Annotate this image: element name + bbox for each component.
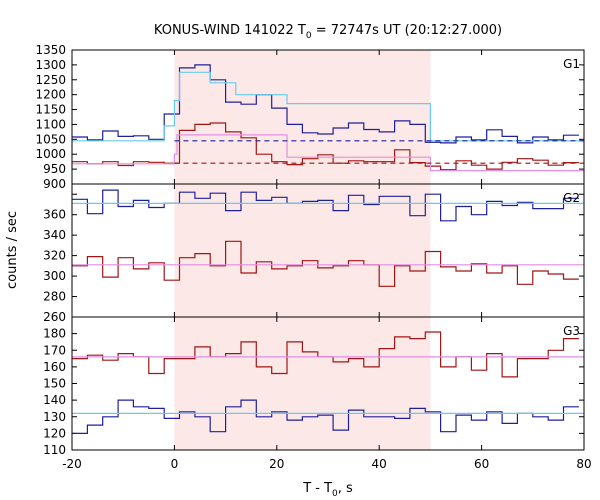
g3-series-blue-1 — [72, 399, 579, 434]
g1-panel-label: G1 — [563, 57, 580, 71]
g3-y-tick-label: 120 — [43, 426, 66, 440]
g1-series-lightblue-2 — [72, 71, 584, 142]
g1-series-pink-3 — [72, 134, 584, 172]
x-tick-label: 40 — [372, 457, 387, 471]
x-tick-label: -20 — [62, 457, 82, 471]
g3-y-tick-label: 140 — [43, 393, 66, 407]
g2-y-tick-label: 260 — [43, 310, 66, 324]
x-tick-label: 0 — [171, 457, 179, 471]
g1-series-red-1 — [72, 122, 579, 171]
g1-y-tick-label: 1200 — [35, 88, 66, 102]
g2-y-tick-label: 300 — [43, 269, 66, 283]
g2-panel-label: G2 — [563, 191, 580, 205]
g3-y-tick-label: 110 — [43, 443, 66, 457]
g2-y-tick-label: 320 — [43, 249, 66, 263]
g1-y-tick-label: 1300 — [35, 58, 66, 72]
x-tick-label: 60 — [474, 457, 489, 471]
g2-series-blue-0 — [72, 189, 579, 222]
plot-area: 90095010001050110011501200125013001350G1… — [35, 43, 591, 471]
g3-y-tick-label: 160 — [43, 360, 66, 374]
g1-y-tick-label: 1050 — [35, 132, 66, 146]
g1-y-tick-label: 900 — [43, 177, 66, 191]
g3-y-tick-label: 130 — [43, 410, 66, 424]
g2-y-tick-label: 360 — [43, 208, 66, 222]
g3-panel-label: G3 — [563, 324, 580, 338]
g1-series-blue-0 — [72, 64, 579, 144]
chart-title: KONUS-WIND 141022 T0 = 72747s UT (20:12:… — [154, 23, 502, 41]
g1-y-tick-label: 1250 — [35, 73, 66, 87]
y-axis-label: counts / sec — [5, 211, 20, 289]
g1-y-tick-label: 1000 — [35, 147, 66, 161]
x-axis-label: T - T0, s — [302, 481, 353, 499]
g2-y-tick-label: 340 — [43, 228, 66, 242]
g1-y-tick-label: 1100 — [35, 117, 66, 131]
g1-y-tick-label: 950 — [43, 162, 66, 176]
g3-panel-frame — [71, 316, 585, 451]
x-tick-label: 80 — [576, 457, 591, 471]
g2-series-red-1 — [72, 240, 579, 287]
g3-y-tick-label: 170 — [43, 343, 66, 357]
g2-y-tick-label: 280 — [43, 290, 66, 304]
g1-y-tick-label: 1350 — [35, 43, 66, 57]
g3-y-tick-label: 150 — [43, 377, 66, 391]
g1-y-tick-label: 1150 — [35, 103, 66, 117]
x-tick-label: 20 — [269, 457, 284, 471]
burst-interval-shading — [174, 50, 431, 450]
g3-y-tick-label: 180 — [43, 327, 66, 341]
